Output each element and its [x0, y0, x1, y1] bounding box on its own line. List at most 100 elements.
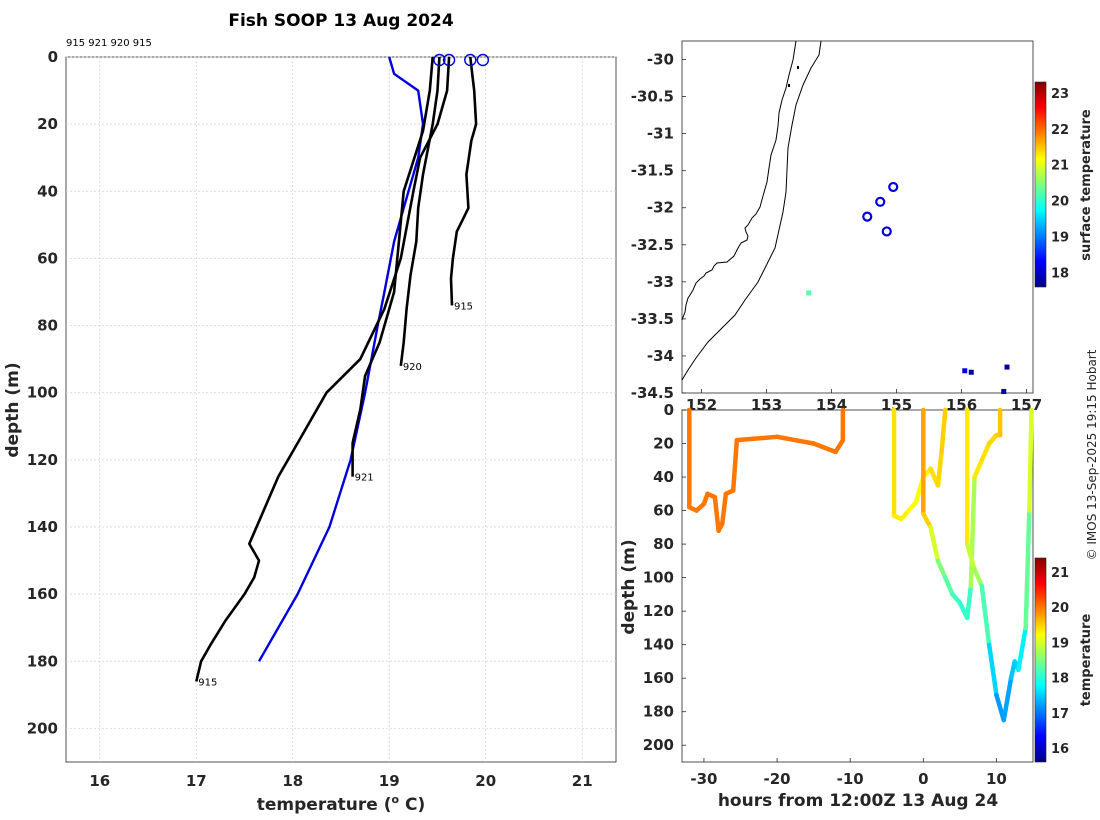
- x-tick-label: 16: [89, 772, 110, 790]
- x-tick-label: 18: [282, 772, 303, 790]
- map-colorbar-label: surface temperature: [1079, 109, 1094, 261]
- profile-line: [449, 56, 478, 306]
- depth-y-tick-label: 120: [643, 602, 674, 620]
- temperature-track-segment: [719, 491, 729, 527]
- map-colorbar-tick-label: 23: [1051, 87, 1069, 102]
- temperature-colorbar-tick-label: 20: [1051, 601, 1069, 616]
- map-panel: -30 -30.5 -31 -31.5 -32 -32.5 -33 -33.5 -34 -34.5…: [631, 40, 1094, 414]
- map-y-tick-label: -34.5: [631, 384, 674, 402]
- profile-line: [351, 56, 434, 477]
- time-x-tick-label: -20: [764, 770, 791, 788]
- temperature-track-segment: [1016, 625, 1028, 673]
- map-colorbar-tick-label: 18: [1051, 267, 1069, 282]
- coastline: [681, 40, 822, 381]
- profile-axes-box: [65, 56, 617, 763]
- depth-y-tick-label: 80: [653, 535, 674, 553]
- profile-id-header: 915 921 920 915: [66, 38, 152, 49]
- map-x-tick-label: 152: [686, 396, 717, 414]
- y-tick-label: 0: [48, 48, 58, 66]
- depth-y-tick-label: 160: [643, 669, 674, 687]
- map-y-tick-label: -34: [647, 347, 674, 365]
- map-x-tick-label: 157: [1011, 396, 1042, 414]
- temperature-track-segment: [968, 474, 977, 589]
- map-colorbar-tick-label: 19: [1051, 231, 1069, 246]
- temperature-colorbar: 16 17 18 19 20 21 temperature: [1034, 557, 1094, 763]
- surface-temperature-pixel: [962, 368, 968, 374]
- map-colorbar-ramp: [1034, 81, 1047, 288]
- temperature-track-segment: [1023, 508, 1032, 631]
- depth-y-tick-label: 200: [643, 736, 674, 754]
- temperature-track-segment: [972, 458, 985, 480]
- depth-y-tick-label: 180: [643, 703, 674, 721]
- surface-temperature-pixel: [806, 290, 812, 296]
- temperature-track-segment: [979, 441, 992, 463]
- temperature-track-segment: [935, 449, 944, 488]
- map-colorbar-ticks: 18 19 20 21 22 23: [1051, 87, 1069, 282]
- temperature-colorbar-tick-label: 21: [1051, 566, 1069, 581]
- map-colorbar-tick-label: 22: [1051, 123, 1069, 138]
- profile-end-label: 920: [403, 362, 422, 373]
- time-x-tick-label: 10: [986, 770, 1007, 788]
- credit-text: © IMOS 13-Sep-2025 19:15 Hobart: [1085, 349, 1099, 560]
- y-tick-label: 120: [27, 451, 58, 469]
- y-tick-label: 180: [27, 652, 58, 670]
- depth-y-tick-label: 60: [653, 502, 674, 520]
- temperature-track-segment: [712, 494, 721, 533]
- temperature-track-segment: [972, 566, 985, 589]
- map-colorbar-tick-label: 21: [1051, 159, 1069, 174]
- island-marker: [797, 66, 799, 69]
- temperature-track-segment: [1027, 407, 1034, 513]
- depth-y-tick-label: 20: [653, 435, 674, 453]
- x-tick-label: 17: [186, 772, 207, 790]
- depth-time-x-label: hours from 12:00Z 13 Aug 24: [718, 791, 999, 811]
- map-y-tick-label: -31: [647, 125, 674, 143]
- map-tick-labels: -30 -30.5 -31 -31.5 -32 -32.5 -33 -33.5 -34 -34.5…: [631, 51, 1042, 414]
- surface-temperature-pixel: [1001, 389, 1007, 395]
- chart-title: Fish SOOP 13 Aug 2024: [228, 11, 454, 31]
- temperature-colorbar-label: temperature: [1079, 614, 1094, 707]
- map-y-tick-label: -32: [647, 199, 674, 217]
- depth-time-tick-labels: 0 20 40 60 80 100 120 140 160 180 200 -30 -20 -10 0 10: [643, 401, 1007, 788]
- surface-temperature-pixel: [1004, 364, 1010, 370]
- x-tick-label: 21: [572, 772, 593, 790]
- temperature-track-segment: [979, 583, 992, 647]
- map-axes-box: [681, 40, 1034, 394]
- depth-time-tracks: [687, 407, 1034, 723]
- y-tick-label: 40: [37, 182, 58, 200]
- temperature-track-segment: [964, 541, 977, 572]
- depth-y-tick-label: 100: [643, 569, 674, 587]
- depth-y-tick-label: 40: [653, 468, 674, 486]
- surface-temperature-pixel: [968, 369, 974, 375]
- surface-marker: [442, 53, 456, 67]
- y-tick-label: 140: [27, 518, 58, 536]
- profile-end-label: 921: [355, 473, 374, 484]
- depth-time-axes-box: [681, 409, 1034, 763]
- x-axis-label: temperature (o C): [257, 793, 426, 815]
- temperature-colorbar-tick-label: 17: [1051, 707, 1069, 722]
- y-tick-label: 100: [27, 384, 58, 402]
- profile-end-label: 915: [454, 301, 473, 312]
- temperature-colorbar-tick-label: 16: [1051, 742, 1069, 757]
- y-tick-label: 160: [27, 585, 58, 603]
- map-y-tick-label: -33.5: [631, 310, 674, 328]
- surface-marker: [476, 53, 490, 67]
- x-tick-label: 19: [379, 772, 400, 790]
- depth-y-tick-label: 0: [664, 401, 674, 419]
- surface-marker: [433, 53, 446, 67]
- profile-panel: 16 17 18 19 20 21020406080100120140160180200 …: [3, 11, 617, 815]
- profile-tick-labels: 16 17 18 19 20 21 0 20 40 60 80 100 120 140 160 180 200: [27, 48, 593, 790]
- temperature-track-segment: [811, 441, 838, 455]
- climatology-line: [257, 56, 425, 662]
- temperature-track-segment: [734, 434, 780, 443]
- temperature-colorbar-ticks: 16 17 18 19 20 21: [1051, 566, 1069, 757]
- map-y-tick-label: -32.5: [631, 236, 674, 254]
- profile-line: [195, 56, 451, 682]
- profile-location-marker: [888, 181, 899, 193]
- temperature-track-segment: [1001, 675, 1014, 723]
- y-tick-label: 60: [37, 249, 58, 267]
- surface-marker: [464, 53, 477, 67]
- temperature-track-segment: [939, 407, 948, 455]
- temperature-colorbar-ramp: [1034, 557, 1047, 763]
